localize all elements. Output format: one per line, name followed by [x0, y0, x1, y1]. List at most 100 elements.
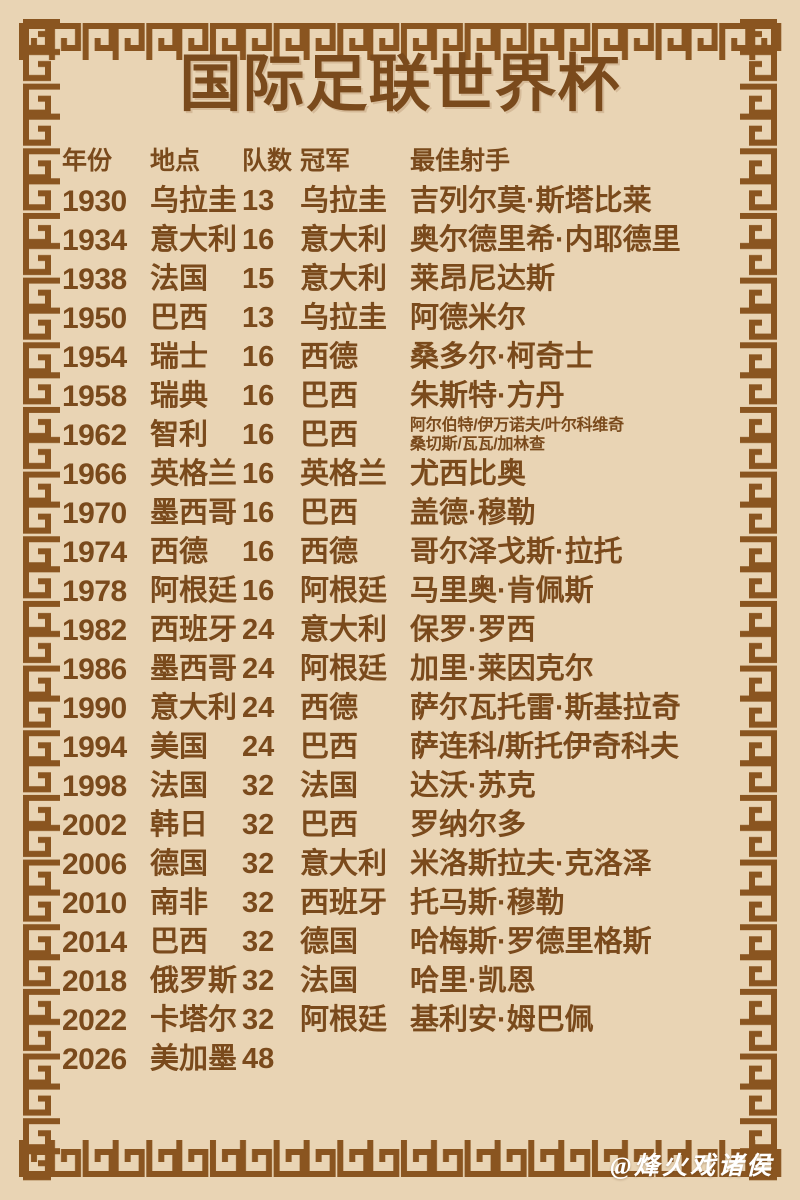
cell-year: 1974 — [62, 535, 127, 569]
column-header-year: 年份 — [62, 147, 113, 175]
cell-host: 阿根廷 — [150, 575, 238, 607]
cell-host: 巴西 — [150, 926, 209, 958]
cell-host: 美国 — [150, 731, 209, 763]
cell-host: 法国 — [150, 263, 209, 295]
cell-champion: 阿根廷 — [300, 1004, 388, 1036]
greek-key-border-bottom — [18, 1136, 782, 1182]
table-body: 1930 乌拉圭 13 乌拉圭 吉列尔莫·斯塔比莱 1934 意大利 16 意大利 奥尔德里希·内… — [62, 182, 774, 1079]
cell-teams: 13 — [242, 302, 275, 334]
cell-champion: 阿根廷 — [300, 653, 388, 685]
cell-teams: 16 — [242, 536, 275, 568]
cell-host: 瑞典 — [150, 380, 209, 412]
cell-champion: 意大利 — [300, 614, 388, 646]
cell-champion: 意大利 — [300, 848, 388, 880]
cell-teams: 16 — [242, 575, 275, 607]
column-header-scorer: 最佳射手 — [410, 147, 511, 175]
table-row: 1950 巴西 13 乌拉圭 阿德米尔 — [62, 299, 774, 338]
cell-host: 巴西 — [150, 302, 209, 334]
cell-teams: 24 — [242, 653, 275, 685]
cell-host: 卡塔尔 — [150, 1004, 238, 1036]
cell-scorer: 哥尔泽戈斯·拉托 — [410, 536, 623, 568]
cell-year: 1978 — [62, 574, 127, 608]
cell-year: 1994 — [62, 730, 127, 764]
table-row: 1994 美国 24 巴西 萨连科/斯托伊奇科夫 — [62, 728, 774, 767]
cell-teams: 16 — [242, 224, 275, 256]
cell-year: 2002 — [62, 808, 127, 842]
cell-champion: 意大利 — [300, 263, 388, 295]
table-row: 2026 美加墨 48 — [62, 1040, 774, 1079]
cell-host: 南非 — [150, 887, 209, 919]
cell-teams: 32 — [242, 770, 275, 802]
watermark: @烽火戏诸侯 — [610, 1153, 774, 1180]
table-row: 1974 西德 16 西德 哥尔泽戈斯·拉托 — [62, 533, 774, 572]
cell-champion: 意大利 — [300, 224, 388, 256]
table-row: 1970 墨西哥 16 巴西 盖德·穆勒 — [62, 494, 774, 533]
cell-scorer: 哈里·凯恩 — [410, 965, 536, 997]
cell-scorer: 加里·莱因克尔 — [410, 653, 594, 685]
cell-scorer: 吉列尔莫·斯塔比莱 — [410, 185, 652, 217]
cell-host: 意大利 — [150, 692, 238, 724]
cell-champion: 巴西 — [300, 731, 359, 763]
cell-champion: 英格兰 — [300, 458, 388, 490]
table-row: 1978 阿根廷 16 阿根廷 马里奥·肯佩斯 — [62, 572, 774, 611]
cell-year: 2022 — [62, 1003, 127, 1037]
cell-host: 瑞士 — [150, 341, 209, 373]
table-row: 1930 乌拉圭 13 乌拉圭 吉列尔莫·斯塔比莱 — [62, 182, 774, 221]
cell-scorer: 米洛斯拉夫·克洛泽 — [410, 848, 652, 880]
cell-teams: 16 — [242, 497, 275, 529]
cell-host: 俄罗斯 — [150, 965, 238, 997]
table-row: 2022 卡塔尔 32 阿根廷 基利安·姆巴佩 — [62, 1001, 774, 1040]
cell-scorer-line: 阿尔伯特/伊万诺夫/叶尔科维奇 — [410, 416, 624, 434]
cell-scorer — [410, 1040, 774, 1079]
cell-scorer: 罗纳尔多 — [410, 809, 527, 841]
cell-scorer: 阿尔伯特/伊万诺夫/叶尔科维奇 桑切斯/瓦瓦/加林查 — [410, 416, 774, 455]
cell-teams: 24 — [242, 692, 275, 724]
cell-host: 智利 — [150, 419, 209, 451]
cell-year: 1970 — [62, 496, 127, 530]
cell-scorer: 莱昂尼达斯 — [410, 263, 556, 295]
cell-host: 墨西哥 — [150, 653, 238, 685]
table-row: 2018 俄罗斯 32 法国 哈里·凯恩 — [62, 962, 774, 1001]
table-row: 1982 西班牙 24 意大利 保罗·罗西 — [62, 611, 774, 650]
cell-host: 法国 — [150, 770, 209, 802]
cell-scorer: 保罗·罗西 — [410, 614, 536, 646]
cell-teams: 15 — [242, 263, 275, 295]
cell-year: 1986 — [62, 652, 127, 686]
cell-year: 1982 — [62, 613, 127, 647]
cell-year: 1958 — [62, 379, 127, 413]
cell-teams: 32 — [242, 926, 275, 958]
cell-champion: 巴西 — [300, 419, 359, 451]
cell-scorer: 尤西比奥 — [410, 458, 527, 490]
cell-host: 乌拉圭 — [150, 185, 238, 217]
world-cup-table-container: 年份 地点 队数 冠军 最佳射手 1930 乌拉圭 13 乌拉圭 吉列尔莫·斯塔比莱 19… — [62, 136, 774, 1079]
cell-scorer: 朱斯特·方丹 — [410, 380, 565, 412]
table-row: 1962 智利 16 巴西 阿尔伯特/伊万诺夫/叶尔科维奇 桑切斯/瓦瓦/加林查 — [62, 416, 774, 455]
cell-year: 1998 — [62, 769, 127, 803]
table-row: 2002 韩日 32 巴西 罗纳尔多 — [62, 806, 774, 845]
table-header-row: 年份 地点 队数 冠军 最佳射手 — [62, 136, 774, 182]
greek-key-border-left — [18, 18, 64, 1182]
cell-year: 1938 — [62, 262, 127, 296]
cell-champion: 巴西 — [300, 380, 359, 412]
cell-champion: 法国 — [300, 770, 359, 802]
cell-host: 韩日 — [150, 809, 209, 841]
cell-champion — [300, 1040, 410, 1079]
world-cup-table: 年份 地点 队数 冠军 最佳射手 1930 乌拉圭 13 乌拉圭 吉列尔莫·斯塔比莱 19… — [62, 136, 774, 1079]
cell-scorer: 盖德·穆勒 — [410, 497, 536, 529]
cell-teams: 16 — [242, 341, 275, 373]
cell-year: 2014 — [62, 925, 127, 959]
cell-scorer: 阿德米尔 — [410, 302, 527, 334]
table-row: 1934 意大利 16 意大利 奥尔德里希·内耶德里 — [62, 221, 774, 260]
cell-host: 西德 — [150, 536, 209, 568]
page-title: 国际足联世界杯 — [179, 50, 621, 119]
cell-champion: 西德 — [300, 536, 359, 568]
cell-scorer: 托马斯·穆勒 — [410, 887, 565, 919]
cell-teams: 32 — [242, 809, 275, 841]
cell-year: 1950 — [62, 301, 127, 335]
cell-year: 2026 — [62, 1042, 127, 1076]
cell-teams: 32 — [242, 887, 275, 919]
cell-champion: 法国 — [300, 965, 359, 997]
cell-year: 1930 — [62, 184, 127, 218]
cell-champion: 西德 — [300, 692, 359, 724]
